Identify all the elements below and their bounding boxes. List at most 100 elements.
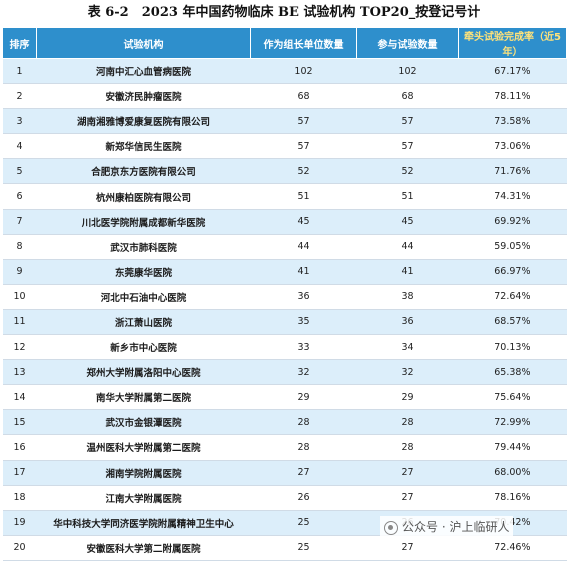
cell-institution: 温州医科大学附属第二医院 [36,434,251,461]
cell-lead-count: 29 [250,384,357,411]
cell-completion-rate: 65.38% [458,359,567,386]
cell-lead-count: 45 [250,209,357,235]
cell-lead-count: 28 [250,409,357,436]
cell-participation-count: 45 [356,209,459,235]
cell-completion-rate: 73.06% [458,133,567,160]
cell-rank: 10 [2,284,37,310]
cell-completion-rate: 71.76% [458,158,567,185]
cell-rank: 11 [2,309,37,336]
cell-institution: 南华大学附属第二医院 [36,384,251,411]
cell-institution: 东莞康华医院 [36,259,251,285]
header-completion-rate: 牵头试验完成率（近5年） [458,27,567,59]
cell-lead-count: 25 [250,535,357,561]
wechat-watermark: 公众号 · 沪上临研人 [380,516,514,537]
table-row: 1 河南中汇心血管病医院 102 102 67.17% [2,58,567,85]
table-row: 2 安徽济民肿瘤医院 68 68 78.11% [2,83,567,110]
cell-completion-rate: 66.97% [458,259,567,285]
ranking-table: 排序 试验机构 作为组长单位数量 参与试验数量 牵头试验完成率（近5年） 1 河南… [2,27,567,561]
table-row: 18 江南大学附属医院 26 27 78.16% [2,485,567,511]
cell-lead-count: 26 [250,485,357,511]
cell-completion-rate: 72.64% [458,284,567,310]
cell-rank: 7 [2,209,37,235]
table-row: 4 新郑华信民生医院 57 57 73.06% [2,133,567,160]
cell-rank: 13 [2,359,37,386]
cell-completion-rate: 78.11% [458,83,567,110]
table-row: 10 河北中石油中心医院 36 38 72.64% [2,284,567,310]
cell-institution: 合肥京东方医院有限公司 [36,158,251,185]
cell-rank: 18 [2,485,37,511]
cell-institution: 江南大学附属医院 [36,485,251,511]
cell-rank: 17 [2,460,37,486]
cell-completion-rate: 74.31% [458,183,567,210]
cell-completion-rate: 79.44% [458,434,567,461]
table-row: 9 东莞康华医院 41 41 66.97% [2,259,567,285]
table-row: 20 安徽医科大学第二附属医院 25 27 72.46% [2,535,567,561]
cell-participation-count: 57 [356,133,459,160]
cell-lead-count: 33 [250,334,357,361]
wechat-account-icon [384,520,398,535]
cell-lead-count: 27 [250,460,357,486]
cell-participation-count: 41 [356,259,459,285]
cell-institution: 浙江萧山医院 [36,309,251,336]
cell-rank: 4 [2,133,37,160]
cell-completion-rate: 68.00% [458,460,567,486]
cell-participation-count: 34 [356,334,459,361]
cell-participation-count: 27 [356,460,459,486]
watermark-text: 公众号 · 沪上临研人 [402,520,510,534]
table-row: 13 郑州大学附属洛阳中心医院 32 32 65.38% [2,359,567,386]
cell-rank: 12 [2,334,37,361]
cell-rank: 16 [2,434,37,461]
cell-participation-count: 57 [356,108,459,135]
header-participation-count: 参与试验数量 [356,27,459,59]
cell-completion-rate: 59.05% [458,234,567,260]
cell-participation-count: 29 [356,384,459,411]
cell-lead-count: 57 [250,133,357,160]
cell-institution: 安徽济民肿瘤医院 [36,83,251,110]
cell-participation-count: 38 [356,284,459,310]
cell-rank: 6 [2,183,37,210]
cell-institution: 杭州康柏医院有限公司 [36,183,251,210]
cell-participation-count: 36 [356,309,459,336]
cell-institution: 华中科技大学同济医学院附属精神卫生中心 [36,510,251,536]
table-row: 5 合肥京东方医院有限公司 52 52 71.76% [2,158,567,185]
cell-participation-count: 28 [356,409,459,436]
cell-participation-count: 102 [356,58,459,85]
cell-participation-count: 52 [356,158,459,185]
cell-rank: 15 [2,409,37,436]
table-row: 16 温州医科大学附属第二医院 28 28 79.44% [2,434,567,461]
cell-institution: 新乡市中心医院 [36,334,251,361]
cell-participation-count: 68 [356,83,459,110]
cell-lead-count: 32 [250,359,357,386]
table-row: 6 杭州康柏医院有限公司 51 51 74.31% [2,183,567,210]
cell-institution: 安徽医科大学第二附属医院 [36,535,251,561]
cell-completion-rate: 68.57% [458,309,567,336]
cell-institution: 湖南湘雅博爱康复医院有限公司 [36,108,251,135]
cell-completion-rate: 73.58% [458,108,567,135]
cell-lead-count: 25 [250,510,357,536]
cell-institution: 武汉市肺科医院 [36,234,251,260]
cell-participation-count: 51 [356,183,459,210]
cell-rank: 14 [2,384,37,411]
table-row: 15 武汉市金银潭医院 28 28 72.99% [2,409,567,436]
cell-rank: 1 [2,58,37,85]
table-title: 表 6-2 2023 年中国药物临床 BE 试验机构 TOP20_按登记号计 [87,5,481,20]
cell-lead-count: 51 [250,183,357,210]
cell-lead-count: 102 [250,58,357,85]
table-row: 17 湘南学院附属医院 27 27 68.00% [2,460,567,486]
table-row: 7 川北医学院附属成都新华医院 45 45 69.92% [2,209,567,235]
cell-participation-count: 28 [356,434,459,461]
cell-institution: 郑州大学附属洛阳中心医院 [36,359,251,386]
cell-completion-rate: 67.17% [458,58,567,85]
cell-participation-count: 27 [356,535,459,561]
cell-institution: 川北医学院附属成都新华医院 [36,209,251,235]
cell-institution: 河南中汇心血管病医院 [36,58,251,85]
cell-lead-count: 36 [250,284,357,310]
cell-completion-rate: 78.16% [458,485,567,511]
cell-rank: 5 [2,158,37,185]
table-row: 8 武汉市肺科医院 44 44 59.05% [2,234,567,260]
cell-rank: 8 [2,234,37,260]
cell-rank: 20 [2,535,37,561]
cell-lead-count: 35 [250,309,357,336]
table-header-row: 排序 试验机构 作为组长单位数量 参与试验数量 牵头试验完成率（近5年） [2,27,567,59]
cell-institution: 湘南学院附属医院 [36,460,251,486]
